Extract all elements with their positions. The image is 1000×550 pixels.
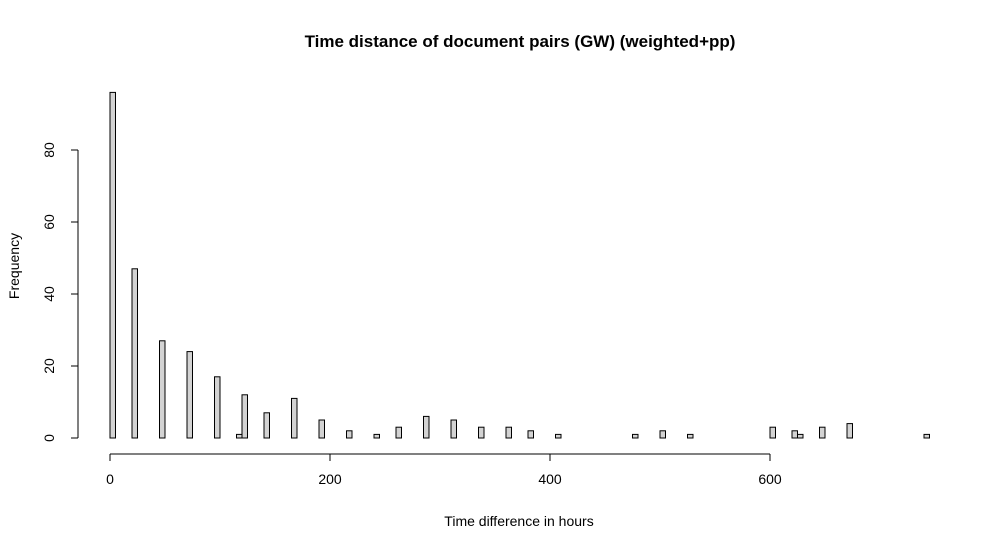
y-tick-label: 80 [41, 142, 57, 158]
histogram-bar [797, 433, 804, 439]
histogram-bar [291, 397, 298, 439]
x-axis-label: Time difference in hours [444, 513, 593, 529]
y-tick-label: 60 [41, 214, 57, 230]
histogram-bar [214, 376, 221, 439]
histogram-bar [236, 433, 243, 439]
x-tick-label: 400 [538, 471, 562, 487]
histogram-bar [241, 394, 248, 439]
x-tick-label: 200 [318, 471, 342, 487]
histogram-bar [159, 340, 166, 439]
histogram-bar [791, 430, 798, 439]
x-axis: 0 200 400 600 [106, 453, 782, 487]
histogram-bar [819, 426, 826, 439]
histogram-bar [450, 419, 457, 439]
histogram-bar [318, 419, 325, 439]
x-tick-label: 0 [106, 471, 114, 487]
histogram-bar [423, 415, 430, 439]
histogram-bar [846, 423, 853, 439]
histogram-bar [659, 430, 666, 439]
histogram-bar [505, 426, 512, 439]
histogram-bar [131, 268, 138, 439]
histogram-bar [527, 430, 534, 439]
histogram-bar [687, 433, 694, 439]
chart-title: Time distance of document pairs (GW) (we… [305, 32, 736, 51]
histogram-bar [373, 433, 380, 439]
histogram-bar [478, 426, 485, 439]
histogram-bar [923, 433, 930, 439]
y-axis: 0 20 40 60 80 [41, 142, 79, 442]
histogram-bar [395, 426, 402, 439]
y-tick-label: 0 [41, 434, 57, 442]
histogram-bar [346, 430, 353, 439]
histogram-bar [263, 412, 270, 439]
y-tick-label: 40 [41, 286, 57, 302]
x-tick-label: 600 [758, 471, 782, 487]
y-tick-label: 20 [41, 358, 57, 374]
histogram-bar [769, 426, 776, 439]
bars-group [109, 91, 930, 439]
y-axis-label: Frequency [6, 233, 22, 299]
histogram-bar [109, 91, 116, 439]
histogram-bar [632, 433, 639, 439]
histogram-bar [555, 433, 562, 439]
histogram-bar [186, 351, 193, 439]
